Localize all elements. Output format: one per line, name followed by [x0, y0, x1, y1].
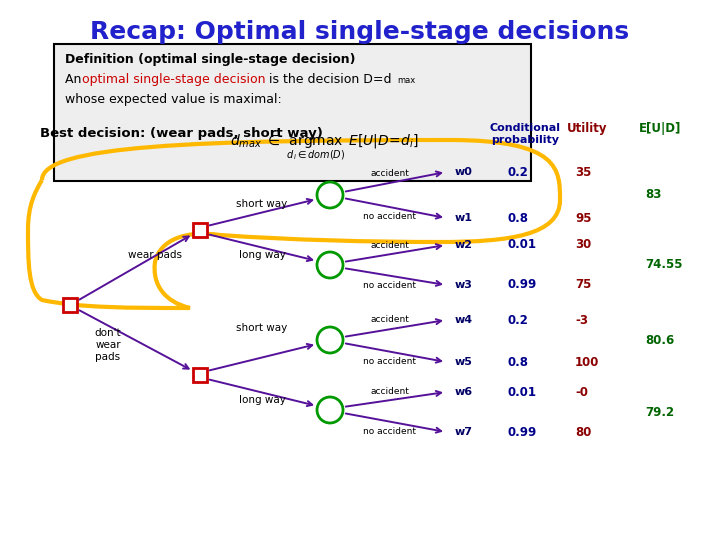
Text: accident: accident	[370, 387, 409, 395]
Text: no accident: no accident	[363, 212, 416, 221]
Text: accident: accident	[370, 169, 409, 178]
Text: 79.2: 79.2	[645, 406, 674, 419]
Text: no accident: no accident	[363, 356, 416, 366]
Text: optimal single-stage decision: optimal single-stage decision	[82, 73, 266, 86]
Text: 80: 80	[575, 426, 591, 438]
Text: Best decision: (wear pads, short way): Best decision: (wear pads, short way)	[40, 127, 323, 140]
Text: 0.8: 0.8	[507, 355, 528, 368]
Circle shape	[317, 252, 343, 278]
Text: Utility: Utility	[567, 122, 607, 135]
Text: long way: long way	[238, 395, 285, 405]
Text: 80.6: 80.6	[645, 334, 674, 348]
Text: accident: accident	[370, 315, 409, 325]
Text: is the decision D=d: is the decision D=d	[265, 73, 392, 86]
Text: w5: w5	[455, 357, 473, 367]
Text: w6: w6	[455, 387, 473, 397]
Bar	[193, 223, 207, 237]
Text: w4: w4	[455, 315, 473, 325]
Text: w0: w0	[455, 167, 473, 177]
Text: short way: short way	[236, 323, 287, 333]
Text: no accident: no accident	[363, 280, 416, 289]
Text: 30: 30	[575, 239, 591, 252]
Text: $d_{max}\ \in\ \underset{d_i\in dom(D)}{\mathrm{argmax}}\ E[U|D\!=\!d_i]$: $d_{max}\ \in\ \underset{d_i\in dom(D)}{…	[230, 132, 419, 162]
Text: no accident: no accident	[363, 427, 416, 435]
Text: E[U|D]: E[U|D]	[639, 122, 681, 135]
Text: An: An	[65, 73, 86, 86]
Text: accident: accident	[370, 240, 409, 249]
Text: 0.2: 0.2	[507, 165, 528, 179]
Text: don't
wear
pads: don't wear pads	[95, 328, 121, 362]
Text: long way: long way	[238, 250, 285, 260]
Bar	[63, 298, 77, 312]
Text: w1: w1	[455, 213, 473, 223]
Text: 74.55: 74.55	[645, 259, 683, 272]
Text: max: max	[397, 76, 415, 85]
Text: 0.99: 0.99	[507, 426, 536, 438]
Text: w2: w2	[455, 240, 473, 250]
Text: -0: -0	[575, 386, 588, 399]
Text: 0.8: 0.8	[507, 212, 528, 225]
Text: w3: w3	[455, 280, 473, 290]
Text: short way: short way	[236, 199, 287, 209]
Text: 83: 83	[645, 188, 662, 201]
Text: wear pads: wear pads	[128, 250, 182, 260]
FancyBboxPatch shape	[54, 44, 531, 181]
Bar	[193, 368, 207, 382]
Circle shape	[317, 327, 343, 353]
Circle shape	[317, 182, 343, 208]
Circle shape	[317, 397, 343, 423]
Text: 0.99: 0.99	[507, 279, 536, 292]
Text: -3: -3	[575, 314, 588, 327]
Text: Definition (optimal single-stage decision): Definition (optimal single-stage decisio…	[65, 53, 356, 66]
Text: 95: 95	[575, 212, 592, 225]
Text: whose expected value is maximal:: whose expected value is maximal:	[65, 93, 282, 106]
Text: 0.2: 0.2	[507, 314, 528, 327]
Text: 100: 100	[575, 355, 599, 368]
Text: Recap: Optimal single-stage decisions: Recap: Optimal single-stage decisions	[91, 20, 629, 44]
Text: 35: 35	[575, 165, 591, 179]
Text: 75: 75	[575, 279, 591, 292]
Text: 0.01: 0.01	[507, 386, 536, 399]
Text: 0.01: 0.01	[507, 239, 536, 252]
Text: w7: w7	[455, 427, 473, 437]
Text: Conditional
probability: Conditional probability	[490, 124, 560, 145]
